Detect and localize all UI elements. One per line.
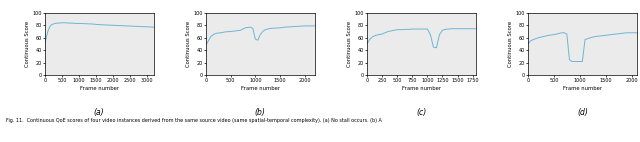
Y-axis label: Continuous Score: Continuous Score	[186, 21, 191, 67]
Text: (b): (b)	[255, 108, 266, 117]
Y-axis label: Continuous Score: Continuous Score	[25, 21, 30, 67]
Y-axis label: Continuous Score: Continuous Score	[348, 21, 352, 67]
Text: (d): (d)	[577, 108, 588, 117]
Text: (c): (c)	[416, 108, 426, 117]
Text: (a): (a)	[94, 108, 104, 117]
X-axis label: Frame number: Frame number	[79, 85, 119, 91]
X-axis label: Frame number: Frame number	[563, 85, 602, 91]
X-axis label: Frame number: Frame number	[402, 85, 441, 91]
X-axis label: Frame number: Frame number	[241, 85, 280, 91]
Text: Fig. 11.  Continuous QoE scores of four video instances derived from the same so: Fig. 11. Continuous QoE scores of four v…	[6, 118, 382, 123]
Y-axis label: Continuous Score: Continuous Score	[508, 21, 513, 67]
